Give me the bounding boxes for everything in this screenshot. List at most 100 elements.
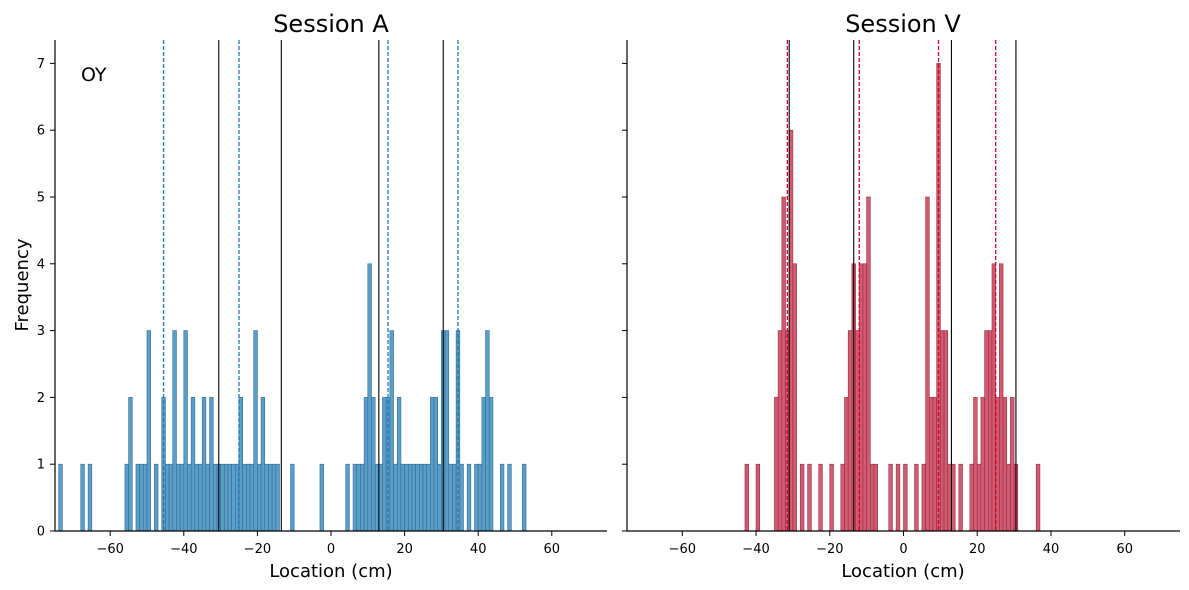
histogram-bar xyxy=(220,463,225,532)
histogram-bar xyxy=(352,463,358,532)
histogram-bar xyxy=(198,463,203,532)
histogram-bar xyxy=(466,463,472,532)
histogram-bar xyxy=(777,330,783,532)
histogram-bar xyxy=(165,463,170,532)
histogram-bar xyxy=(925,196,930,532)
y-tick-label: 7 xyxy=(37,57,45,72)
histogram-bar xyxy=(209,397,214,532)
histogram-bar xyxy=(1006,463,1011,532)
x-tick-label: 40 xyxy=(470,542,487,557)
histogram-bar xyxy=(393,463,398,532)
histogram-bar xyxy=(862,263,867,532)
histogram-bar xyxy=(866,196,871,532)
histogram-bar xyxy=(430,397,435,532)
histogram-bar xyxy=(921,463,926,532)
histogram-bar xyxy=(999,263,1004,532)
histogram-bar xyxy=(290,463,295,532)
histogram-bar xyxy=(914,463,919,532)
histogram-bar xyxy=(448,463,453,532)
histogram-bar xyxy=(407,463,413,532)
histogram-bar xyxy=(183,330,188,532)
histogram-bar xyxy=(257,463,262,532)
histogram-bar xyxy=(179,463,185,532)
histogram-bar xyxy=(201,397,207,532)
histogram-bar xyxy=(139,463,144,532)
histogram-bar xyxy=(799,463,805,532)
histogram-bar xyxy=(268,463,273,532)
histogram-bar xyxy=(223,463,229,532)
histogram-bar xyxy=(374,463,380,532)
histogram-bar xyxy=(943,330,949,532)
panel-session-v: Session V Location (cm) −60 −40 −20 0 20 40 60 xyxy=(622,10,1180,582)
histogram-bar xyxy=(80,463,85,532)
histogram-bar xyxy=(488,397,494,532)
histogram-bar xyxy=(984,330,989,532)
reference-lines xyxy=(786,40,1017,531)
histogram-bar xyxy=(485,330,490,532)
histogram-bar xyxy=(176,463,181,532)
histogram-bar xyxy=(319,463,324,532)
histogram-bar xyxy=(422,463,427,532)
histogram-bar xyxy=(146,330,151,532)
x-tick-label: 60 xyxy=(544,542,561,557)
histogram-bar xyxy=(231,463,236,532)
histogram-bar xyxy=(951,463,956,532)
y-tick-label: 2 xyxy=(37,391,45,406)
histogram-bar xyxy=(271,463,277,532)
histogram-bar xyxy=(194,463,199,532)
histogram-bar xyxy=(168,463,174,532)
histogram-bar xyxy=(1035,463,1041,532)
histogram-bar xyxy=(345,463,350,532)
panel-session-a: Session A Location (cm) OY −60 −40 −20 0 20 4… xyxy=(37,10,607,582)
histogram-bar xyxy=(128,397,133,532)
histogram-bar xyxy=(360,463,365,532)
histogram-bar xyxy=(411,463,416,532)
x-tick-label: 20 xyxy=(969,542,986,557)
histogram-bar xyxy=(124,463,129,532)
histogram-bar xyxy=(253,330,258,532)
histogram-bar xyxy=(818,463,823,532)
histogram-bar xyxy=(792,263,797,532)
histogram-bar xyxy=(873,463,879,532)
y-tick-label: 1 xyxy=(37,458,45,473)
histogram-bar xyxy=(382,397,387,532)
panel-title: Session V xyxy=(845,10,961,38)
histogram-bar xyxy=(260,397,266,532)
histogram-bar xyxy=(371,397,376,532)
x-tick-label: 40 xyxy=(1043,542,1060,557)
histogram-bar xyxy=(190,397,196,532)
histogram-bar xyxy=(415,463,420,532)
histogram-bar xyxy=(976,463,982,532)
histogram-bar xyxy=(940,330,945,532)
histogram-bar xyxy=(958,463,963,532)
histogram-bar xyxy=(947,463,952,532)
histogram-bar xyxy=(807,463,812,532)
histogram-bar xyxy=(444,330,450,532)
histogram-bar xyxy=(895,463,901,532)
histogram-bar xyxy=(58,463,63,532)
histogram-bar xyxy=(205,463,210,532)
histogram-bar xyxy=(419,463,424,532)
y-axis-label: Frequency xyxy=(12,238,33,331)
histogram-bar xyxy=(426,463,431,532)
histogram-bar xyxy=(378,463,383,532)
histogram-bar xyxy=(242,463,247,532)
x-axis-label: Location (cm) xyxy=(841,561,964,582)
histogram-bar xyxy=(400,463,405,532)
x-tick-label: −20 xyxy=(816,542,843,557)
histogram-bar xyxy=(459,463,464,532)
histogram-bar xyxy=(973,397,978,532)
x-tick-label: −40 xyxy=(742,542,769,557)
histogram-bar xyxy=(481,397,486,532)
histogram-bar xyxy=(847,330,853,532)
histogram-bar xyxy=(499,463,505,532)
histogram-bar xyxy=(187,463,192,532)
histogram-bar xyxy=(433,397,439,532)
panel-title: Session A xyxy=(273,10,389,38)
histogram-bar xyxy=(840,463,845,532)
y-tick-label: 4 xyxy=(37,257,45,272)
histogram-bar xyxy=(389,330,394,532)
histogram-bar xyxy=(774,397,779,532)
histogram-bar xyxy=(969,463,974,532)
